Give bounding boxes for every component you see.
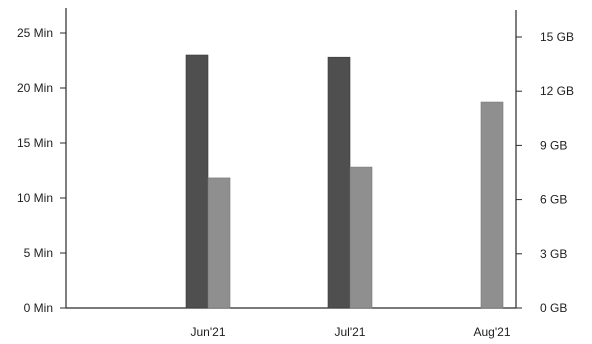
x-tick-label: Jun'21 xyxy=(191,325,226,339)
left-y-tick-label: 10 Min xyxy=(17,191,53,205)
right-y-tick-label: 0 GB xyxy=(540,301,567,315)
right-y-tick-label: 9 GB xyxy=(540,138,567,152)
left-y-axis-ticks: 0 Min 5 Min 10 Min 15 Min 20 Min 25 Min xyxy=(17,26,66,315)
left-y-tick-label: 0 Min xyxy=(24,301,53,315)
left-y-tick-label: 20 Min xyxy=(17,81,53,95)
x-tick-label: Jul'21 xyxy=(335,325,366,339)
bar-gigabytes xyxy=(480,101,504,309)
left-y-tick-label: 25 Min xyxy=(17,26,53,40)
right-y-tick-label: 6 GB xyxy=(540,193,567,207)
right-y-axis-ticks: 0 GB 3 GB 6 GB 9 GB 12 GB 15 GB xyxy=(516,30,574,315)
bar-minutes xyxy=(185,54,209,309)
bar-minutes xyxy=(327,56,351,309)
right-y-tick-label: 12 GB xyxy=(540,84,574,98)
right-y-tick-label: 15 GB xyxy=(540,30,574,44)
x-tick-label: Aug'21 xyxy=(474,325,511,339)
bars xyxy=(185,54,504,309)
axes xyxy=(65,8,517,309)
right-y-tick-label: 3 GB xyxy=(540,247,567,261)
x-axis-ticks: Jun'21 Jul'21 Aug'21 xyxy=(191,325,511,339)
bar-gigabytes xyxy=(207,177,231,309)
left-y-tick-label: 15 Min xyxy=(17,136,53,150)
left-y-tick-label: 5 Min xyxy=(24,246,53,260)
bar-gigabytes xyxy=(349,166,373,309)
